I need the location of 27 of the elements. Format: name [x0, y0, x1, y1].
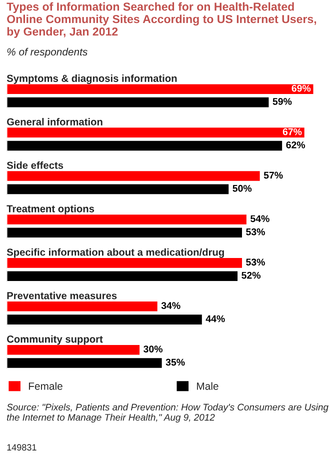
data-label: 52% — [242, 272, 261, 279]
data-label: 44% — [206, 315, 225, 322]
data-label: 35% — [166, 358, 185, 366]
text: 149831 — [7, 444, 36, 451]
y-tick-label: Specific information about a medication/drug — [6, 248, 224, 258]
y-tick-label: Community support — [7, 335, 103, 345]
data-label: 53% — [246, 228, 265, 236]
legend-label: Female — [28, 382, 62, 390]
y-tick-label: Preventative measures — [7, 292, 117, 300]
y-tick-label: General information — [7, 118, 102, 126]
data-label: 62% — [286, 141, 306, 148]
y-tick-label: Symptoms & diagnosis information — [6, 74, 177, 84]
legend-label: Male — [197, 382, 218, 390]
data-label: 59% — [272, 98, 292, 105]
data-label: 67% — [282, 128, 302, 136]
data-label: 30% — [144, 346, 163, 352]
data-label: 34% — [161, 302, 180, 310]
chart-title: Types of Information Searched for on Health-Related Online Community Sites According to US Internet Users, by Gender, Jan 2012 — [6, 2, 316, 38]
data-label: 50% — [232, 184, 252, 192]
data-label: 53% — [246, 258, 265, 266]
chart-subtitle: % of respondents — [7, 48, 88, 58]
source-note: Source: "Pixels, Patients and Prevention: How Today's Consumers are Using the Internet to Manage Their Health," Aug 9, 2012 — [6, 404, 328, 423]
data-label: 54% — [250, 215, 270, 222]
data-label: 69% — [292, 84, 311, 92]
y-tick-label: Treatment options — [6, 204, 94, 214]
y-tick-label: Side effects — [6, 161, 64, 169]
data-label: 57% — [264, 172, 283, 179]
